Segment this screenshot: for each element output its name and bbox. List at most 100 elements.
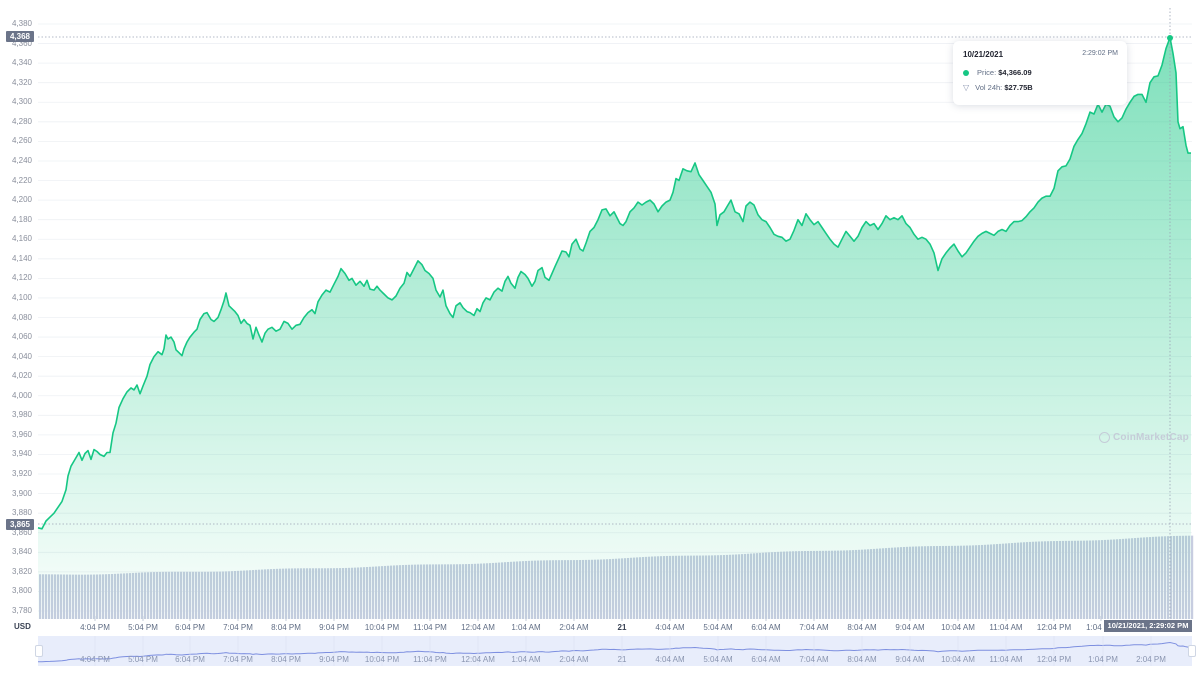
navigator-tick-label: 9:04 AM [895, 655, 925, 664]
y-tick-label: 4,160 [11, 234, 32, 244]
x-tick-label: 12:04 PM [1036, 623, 1072, 632]
navigator-tick-label: 10:04 AM [941, 655, 975, 664]
y-tick-label: 3,820 [11, 566, 32, 576]
currency-label: USD [14, 622, 31, 631]
navigator-left-handle[interactable] [35, 645, 43, 657]
y-tick-label: 3,780 [11, 606, 32, 615]
y-tick-label: 4,380 [11, 19, 32, 28]
navigator-tick-label: 7:04 AM [799, 655, 829, 664]
navigator-line [38, 641, 1191, 663]
navigator-tick-label: 12:04 AM [461, 655, 495, 664]
navigator-tick-label: 9:04 PM [319, 655, 349, 664]
x-tick-label: 8:04 PM [271, 623, 301, 632]
volume-shield-icon: ▽ [963, 83, 970, 92]
navigator-tick-label: 7:04 PM [223, 655, 253, 664]
tooltip-date: 10/21/2021 [963, 50, 1004, 59]
y-tick-label: 4,120 [11, 273, 32, 283]
y-tick-label: 3,940 [11, 449, 32, 459]
tooltip-volume-row: ▽ Vol 24h: $27.75B [963, 83, 1033, 92]
x-tick-label: 7:04 AM [799, 623, 829, 632]
y-tick-label: 3,920 [11, 469, 32, 479]
x-tick-label: 8:04 AM [847, 623, 877, 632]
x-tick-label: 4:04 PM [80, 623, 110, 632]
crosshair-date-badge: 10/21/2021, 2:29:02 PM [1104, 620, 1192, 632]
tooltip-price: $4,366.09 [998, 68, 1032, 77]
navigator-tick-label: 11:04 PM [413, 655, 447, 664]
navigator-tick-label: 5:04 PM [128, 655, 158, 664]
navigator-track[interactable] [38, 636, 1192, 666]
price-tooltip: 10/21/2021 2:29:02 PM Price: $4,366.09 ▽… [953, 41, 1127, 105]
navigator-tick-label: 10:04 PM [364, 655, 400, 664]
navigator-tick-label: 2:04 AM [559, 655, 589, 664]
y-tick-label: 4,060 [11, 332, 32, 342]
navigator-tick-label: 6:04 AM [751, 655, 781, 664]
y-tick-label: 3,880 [11, 508, 32, 518]
x-tick-label: 10:04 PM [364, 623, 400, 632]
y-tick-label: 4,240 [11, 155, 32, 165]
x-tick-label: 9:04 PM [319, 623, 349, 632]
x-tick-label: 6:04 PM [175, 623, 205, 632]
x-tick-label: 2:04 AM [559, 623, 589, 632]
tooltip-price-row: Price: $4,366.09 [963, 68, 1032, 77]
y-tick-label: 3,860 [11, 527, 32, 537]
x-tick-label: 4:04 AM [655, 623, 685, 632]
start-price-badge: 3,865 [6, 519, 34, 530]
y-tick-label: 3,980 [11, 410, 32, 420]
navigator-tick-label: 2:04 PM [1136, 655, 1166, 664]
y-tick-label: 4,340 [11, 58, 32, 68]
current-price-badge: 4,368 [6, 31, 34, 42]
y-tick-label: 4,260 [11, 136, 32, 146]
price-line [37, 36, 1191, 530]
x-tick-label: 10:04 AM [941, 623, 975, 632]
price-dot-icon [963, 70, 969, 77]
y-tick-label: 4,020 [11, 371, 32, 381]
navigator-tick-label: 21 [617, 655, 627, 664]
navigator-tick-label: 1:04 AM [511, 655, 541, 664]
y-tick-label: 4,200 [11, 195, 32, 205]
y-tick-label: 4,300 [11, 97, 32, 107]
hover-point [1167, 35, 1173, 41]
x-tick-label: 5:04 PM [128, 623, 158, 632]
x-tick-label: 1:04 AM [511, 623, 541, 632]
y-tick-label: 4,360 [11, 38, 32, 48]
y-tick-label: 4,080 [11, 312, 32, 322]
x-tick-label: 11:04 PM [413, 623, 447, 632]
y-tick-label: 4,180 [11, 214, 32, 224]
navigator-grid [94, 636, 1152, 666]
navigator-tick-label: 8:04 AM [847, 655, 877, 664]
x-tick-label: 1:04 PM [1086, 623, 1116, 632]
x-tick-label: 6:04 AM [751, 623, 781, 632]
y-tick-label: 4,320 [11, 77, 32, 87]
coinmarketcap-logo-icon [1099, 432, 1110, 443]
x-tick-label: 21 [617, 623, 627, 632]
y-tick-label: 4,220 [11, 175, 32, 185]
navigator-tick-label: 4:04 PM [80, 655, 110, 664]
navigator-tick-label: 1:04 PM [1088, 655, 1118, 664]
navigator-tick-label: 8:04 PM [271, 655, 301, 664]
navigator-tick-label: 6:04 PM [175, 655, 205, 664]
navigator-tick-label: 4:04 AM [655, 655, 685, 664]
navigator-tick-label: 11:04 AM [989, 655, 1023, 664]
y-tick-label: 4,140 [11, 253, 32, 263]
y-tick-label: 3,900 [11, 488, 32, 498]
price-area [38, 37, 1191, 619]
navigator-right-handle[interactable] [1188, 645, 1196, 657]
y-tick-label: 4,000 [11, 390, 32, 400]
x-tick-label: 5:04 AM [703, 623, 733, 632]
x-tick-label: 12:04 AM [461, 623, 495, 632]
y-tick-label: 3,960 [11, 429, 32, 439]
tooltip-time: 2:29:02 PM [1082, 50, 1118, 57]
watermark: CoinMarketCap [1099, 432, 1189, 443]
y-tick-label: 3,840 [11, 547, 32, 557]
x-tick-label: 9:04 AM [895, 623, 925, 632]
x-tick-label: 11:04 AM [989, 623, 1023, 632]
navigator-tick-label: 5:04 AM [703, 655, 733, 664]
y-tick-label: 4,100 [11, 292, 32, 302]
tooltip-volume: $27.75B [1004, 83, 1033, 92]
y-tick-label: 3,800 [11, 586, 32, 596]
x-tick-label: 7:04 PM [223, 623, 253, 632]
y-tick-label: 4,040 [11, 351, 32, 361]
y-tick-label: 4,280 [11, 116, 32, 126]
navigator-tick-label: 12:04 PM [1036, 655, 1072, 664]
